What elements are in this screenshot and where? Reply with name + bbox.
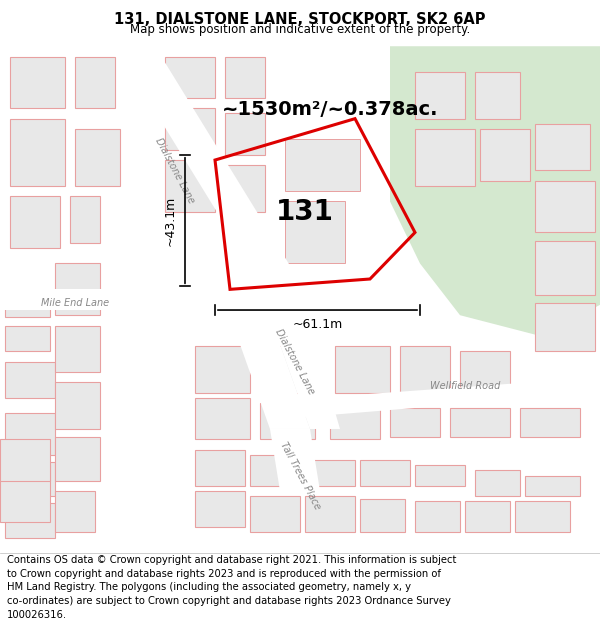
Polygon shape — [70, 196, 100, 242]
Polygon shape — [0, 465, 50, 522]
Polygon shape — [5, 362, 55, 398]
Polygon shape — [255, 274, 340, 429]
Polygon shape — [5, 504, 55, 538]
Polygon shape — [335, 346, 390, 392]
Polygon shape — [215, 274, 310, 429]
Polygon shape — [305, 460, 355, 486]
Polygon shape — [55, 491, 95, 532]
Polygon shape — [250, 455, 300, 486]
Polygon shape — [535, 241, 595, 294]
Polygon shape — [5, 462, 55, 496]
Polygon shape — [480, 129, 530, 181]
Polygon shape — [250, 496, 300, 532]
Polygon shape — [330, 408, 380, 439]
Polygon shape — [400, 346, 450, 392]
Text: Dialstone Lane: Dialstone Lane — [154, 136, 196, 205]
Text: Map shows position and indicative extent of the property.: Map shows position and indicative extent… — [130, 23, 470, 36]
Polygon shape — [415, 465, 465, 486]
Polygon shape — [285, 139, 360, 191]
Text: ~1530m²/~0.378ac.: ~1530m²/~0.378ac. — [222, 99, 438, 119]
Polygon shape — [5, 294, 50, 318]
Polygon shape — [195, 346, 250, 392]
Polygon shape — [415, 129, 475, 186]
Polygon shape — [415, 72, 465, 119]
Text: ~43.1m: ~43.1m — [164, 196, 177, 246]
Polygon shape — [55, 264, 100, 315]
Polygon shape — [55, 382, 100, 429]
Polygon shape — [260, 403, 315, 439]
Polygon shape — [0, 439, 50, 481]
Polygon shape — [360, 460, 410, 486]
Polygon shape — [305, 496, 355, 532]
Polygon shape — [5, 414, 55, 455]
Polygon shape — [525, 476, 580, 496]
Polygon shape — [225, 57, 265, 98]
Text: ~61.1m: ~61.1m — [292, 318, 343, 331]
Polygon shape — [390, 46, 600, 336]
Polygon shape — [535, 181, 595, 232]
Polygon shape — [195, 398, 250, 439]
Polygon shape — [465, 501, 510, 532]
Text: Contains OS data © Crown copyright and database right 2021. This information is : Contains OS data © Crown copyright and d… — [7, 555, 457, 619]
Polygon shape — [360, 499, 405, 532]
Polygon shape — [450, 408, 510, 437]
Polygon shape — [10, 57, 65, 108]
Polygon shape — [225, 114, 265, 155]
Polygon shape — [0, 289, 230, 310]
Polygon shape — [165, 160, 215, 212]
Text: 131, DIALSTONE LANE, STOCKPORT, SK2 6AP: 131, DIALSTONE LANE, STOCKPORT, SK2 6AP — [114, 11, 486, 26]
Polygon shape — [475, 72, 520, 119]
Polygon shape — [535, 124, 590, 171]
Polygon shape — [115, 46, 295, 274]
Polygon shape — [75, 129, 120, 186]
Text: Tall Trees Place: Tall Trees Place — [278, 440, 322, 511]
Polygon shape — [270, 429, 320, 491]
Polygon shape — [535, 302, 595, 351]
Polygon shape — [520, 408, 580, 437]
Polygon shape — [10, 119, 65, 186]
Polygon shape — [165, 57, 215, 98]
Text: Dialstone Lane: Dialstone Lane — [274, 328, 316, 396]
Polygon shape — [195, 491, 245, 528]
Polygon shape — [460, 351, 510, 392]
Polygon shape — [475, 471, 520, 496]
Polygon shape — [55, 438, 100, 481]
Text: 131: 131 — [276, 198, 334, 226]
Polygon shape — [390, 408, 440, 437]
Polygon shape — [175, 289, 245, 326]
Polygon shape — [515, 501, 570, 532]
Polygon shape — [165, 108, 215, 150]
Polygon shape — [55, 326, 100, 372]
Polygon shape — [260, 346, 310, 392]
Polygon shape — [195, 449, 245, 486]
Polygon shape — [285, 378, 600, 419]
Polygon shape — [225, 165, 265, 212]
Text: Wellfield Road: Wellfield Road — [430, 381, 500, 391]
Polygon shape — [75, 57, 115, 108]
Polygon shape — [415, 501, 460, 532]
Polygon shape — [5, 326, 50, 351]
Polygon shape — [285, 201, 345, 264]
Text: Mile End Lane: Mile End Lane — [41, 298, 109, 308]
Polygon shape — [10, 196, 60, 248]
